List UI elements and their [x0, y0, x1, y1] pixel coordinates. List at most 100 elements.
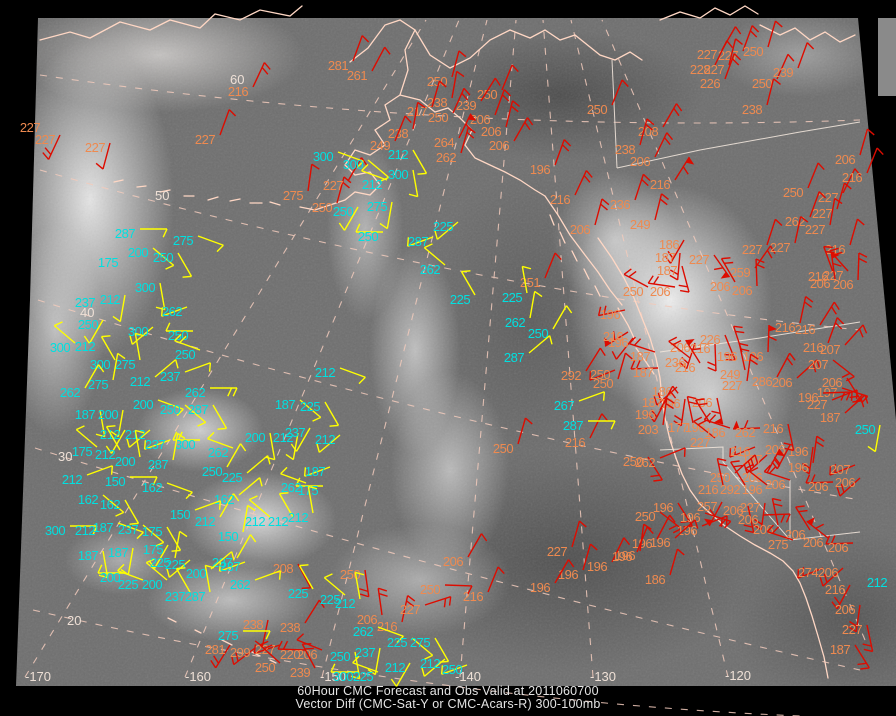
- wind-barb: 227: [690, 416, 716, 450]
- pressure-label: 300: [90, 357, 110, 372]
- wind-barb: 239: [290, 642, 316, 680]
- wind-barb: 227: [823, 247, 849, 283]
- wind-barb: 300: [313, 149, 364, 169]
- latitude-label: 60: [230, 72, 244, 87]
- pressure-label: 216: [808, 269, 828, 284]
- wind-barb: 212: [195, 493, 240, 529]
- wind-barb: 287: [406, 234, 434, 249]
- wind-barb: 206: [785, 505, 811, 542]
- wind-barb: 217: [407, 80, 447, 119]
- wind-barb: 250: [78, 317, 104, 344]
- pressure-label: 226: [700, 332, 720, 347]
- wind-barb: 225: [300, 399, 340, 427]
- pressure-label: 187: [275, 397, 295, 412]
- pressure-label: 196: [742, 482, 762, 497]
- pressure-label: 249: [630, 217, 650, 232]
- wind-barb: 275: [766, 524, 794, 552]
- pressure-label: 227: [805, 222, 825, 237]
- wind-barb: 237: [212, 534, 257, 570]
- pressure-label: 200: [98, 407, 118, 422]
- pressure-label: 287: [408, 234, 428, 249]
- pressure-label: 216: [650, 177, 670, 192]
- wind-barb: 250: [333, 204, 359, 231]
- wind-barb: 196: [788, 435, 825, 475]
- wind-barb: 237: [165, 567, 191, 604]
- wind-barb: 216: [842, 147, 884, 185]
- pressure-label: 250: [623, 284, 643, 299]
- pressure-label: 216: [675, 360, 695, 375]
- wind-barb: 227: [400, 595, 452, 617]
- pressure-label: 250: [340, 567, 360, 582]
- pressure-label: 212: [75, 339, 95, 354]
- wind-barb: 262: [60, 364, 105, 400]
- wind-barb: 227: [740, 500, 766, 531]
- wind-barb: 262: [420, 243, 446, 277]
- wind-barb: 225: [502, 265, 532, 305]
- wind-barb: 196: [608, 335, 634, 360]
- pressure-label: 275: [410, 635, 430, 650]
- wind-barb: 287: [188, 402, 228, 430]
- latitude-label: 30: [58, 449, 72, 464]
- pressure-label: 250: [743, 44, 763, 59]
- pressure-label: 274: [798, 565, 818, 580]
- coastline: [39, 5, 856, 679]
- wind-barb: 257: [697, 499, 723, 527]
- wind-barb: 250: [340, 567, 370, 598]
- pressure-label: 238: [742, 102, 762, 117]
- pressure-label: 216: [550, 192, 570, 207]
- pressure-label: 206: [803, 535, 823, 550]
- pressure-label: 250: [587, 102, 607, 117]
- pressure-label: 225: [150, 555, 170, 570]
- wind-barb: 236: [665, 336, 691, 370]
- pressure-label: 177: [668, 420, 688, 435]
- wind-barb: 200: [128, 245, 175, 270]
- wind-barb: 262: [353, 624, 404, 644]
- wind-barb: 250: [635, 509, 682, 534]
- wind-barb: 187: [830, 642, 870, 670]
- pressure-label: 250: [78, 317, 98, 332]
- wind-barb: 267: [554, 391, 606, 413]
- wind-barb: 300: [50, 321, 76, 355]
- pressure-label: 187: [657, 263, 677, 278]
- wind-barb: 250: [752, 53, 795, 91]
- pressure-label: 287: [148, 457, 168, 472]
- pressure-label: 206: [489, 138, 509, 153]
- wind-barb: 206: [822, 375, 862, 403]
- wind-barb: 250: [493, 417, 533, 456]
- pressure-label: 250: [202, 464, 222, 479]
- pressure-label: 206: [723, 503, 743, 518]
- wind-barb: 250: [174, 333, 201, 362]
- wind-barb: 216: [763, 421, 795, 452]
- wind-barb: 262: [160, 304, 188, 319]
- pressure-label: 259: [730, 265, 750, 280]
- pressure-label: 250: [477, 87, 497, 102]
- pressure-label: 237: [355, 645, 375, 660]
- wind-barb: 206: [357, 587, 388, 627]
- pressure-label: 186: [659, 237, 679, 252]
- wind-barb: 262: [185, 385, 238, 400]
- wind-barb: 237: [118, 522, 165, 547]
- wind-barb: 250: [783, 162, 825, 200]
- pressure-label: 206: [742, 470, 762, 485]
- pressure-label: 196: [600, 307, 620, 322]
- wind-barb: 250: [743, 20, 783, 59]
- wind-barb: 250: [428, 87, 471, 125]
- wind-barb: 227: [323, 157, 368, 193]
- pressure-label: 250: [752, 76, 772, 91]
- satellite-image-fragment: [878, 18, 896, 96]
- pressure-label: 275: [218, 628, 238, 643]
- pressure-label: 225: [222, 470, 242, 485]
- pressure-label: 250: [420, 582, 440, 597]
- pressure-label: 212: [125, 427, 145, 442]
- pressure-label: 227: [818, 190, 838, 205]
- wind-barb: 292: [720, 460, 746, 497]
- pressure-label: 225: [320, 592, 340, 607]
- wind-barb: 177: [668, 395, 698, 435]
- wind-barb: 206: [818, 565, 844, 587]
- pressure-label: 287: [563, 418, 583, 433]
- wind-barb: 250: [587, 79, 629, 117]
- wind-barb: 196: [743, 324, 777, 364]
- wind-barb: 250: [440, 662, 468, 677]
- pressure-label: 206: [738, 512, 758, 527]
